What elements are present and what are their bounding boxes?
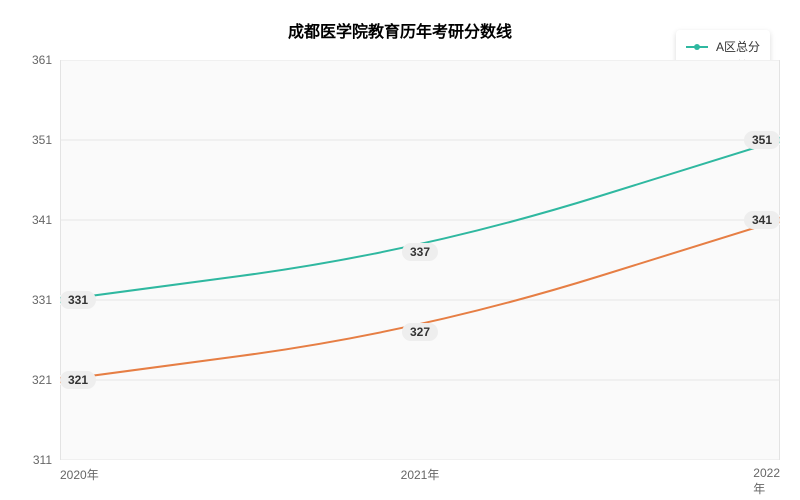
- data-point-label: 321: [60, 371, 96, 389]
- data-point-label: 341: [744, 211, 780, 229]
- y-tick-label: 361: [32, 53, 52, 67]
- y-tick-label: 321: [32, 373, 52, 387]
- legend-swatch-a: [686, 46, 708, 48]
- legend-item-a: A区总分: [686, 38, 760, 55]
- data-point-label: 337: [402, 243, 438, 261]
- data-point-label: 331: [60, 291, 96, 309]
- y-tick-label: 351: [32, 133, 52, 147]
- legend-label-a: A区总分: [716, 38, 760, 55]
- y-tick-label: 341: [32, 213, 52, 227]
- chart-container: 成都医学院教育历年考研分数线 A区总分 B区总分 311321331341351…: [0, 0, 800, 500]
- data-point-label: 327: [402, 323, 438, 341]
- y-tick-label: 331: [32, 293, 52, 307]
- plot-area: 3113213313413513612020年2021年2022年3313373…: [60, 60, 780, 460]
- x-tick-label: 2022年: [753, 466, 780, 497]
- y-tick-label: 311: [33, 453, 52, 467]
- x-tick-label: 2021年: [401, 466, 440, 483]
- x-tick-label: 2020年: [60, 466, 99, 483]
- data-point-label: 351: [744, 131, 780, 149]
